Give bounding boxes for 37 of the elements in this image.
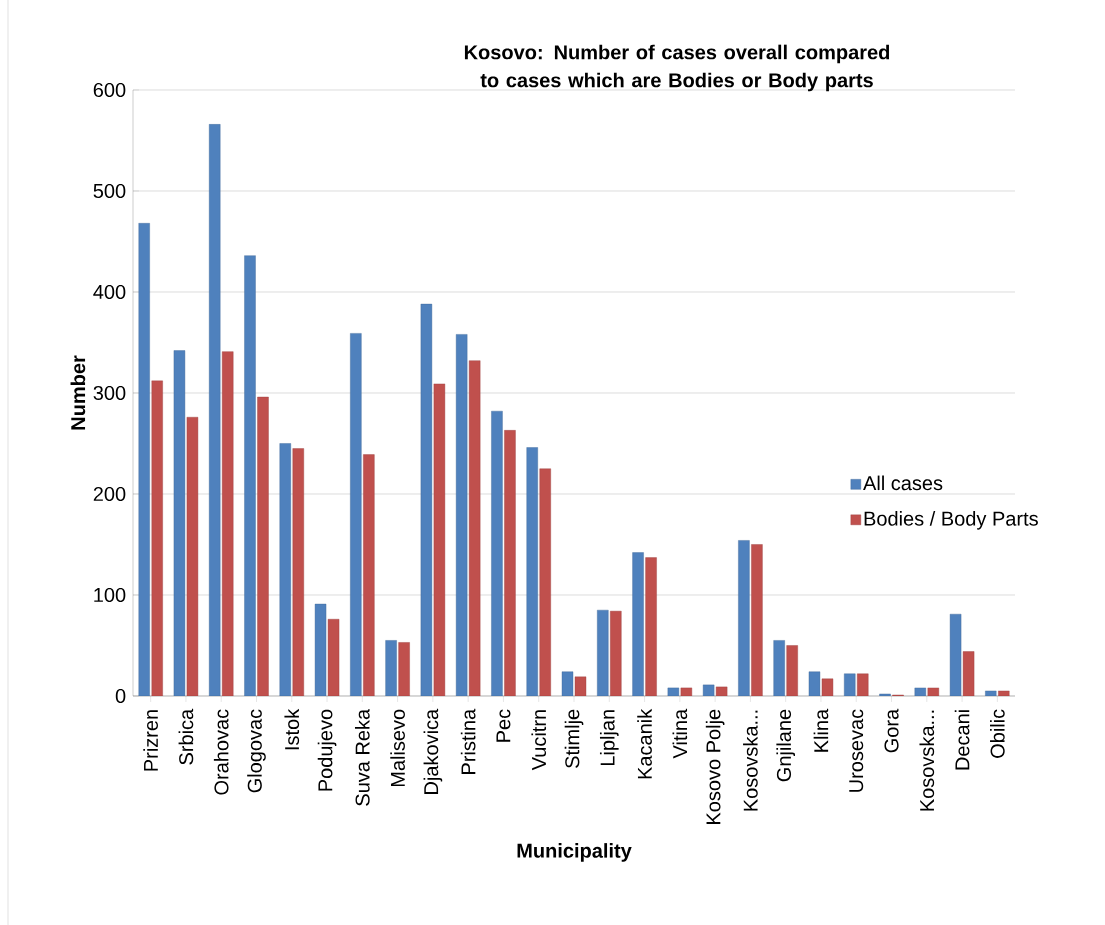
y-tick-label: 200 bbox=[93, 486, 126, 502]
x-tick-label: Kosovska... bbox=[919, 710, 935, 811]
x-tick-label: Decani bbox=[954, 710, 970, 770]
y-tick-label: 300 bbox=[93, 385, 126, 401]
legend-label: Bodies / Body Parts bbox=[864, 511, 1038, 530]
x-tick-label: Vitina bbox=[672, 708, 688, 759]
x-tick-label: Obilic bbox=[990, 709, 1005, 758]
x-tick-label: Gnjilane bbox=[776, 709, 796, 782]
x-axis-title: Municipality bbox=[517, 843, 632, 862]
chart-title: Kosovo: Number of cases overall compared to cases which are Bodies or Body parts bbox=[464, 44, 890, 92]
legend-label: All cases bbox=[863, 475, 943, 491]
x-tick-label: Pristina bbox=[460, 708, 476, 774]
y-tick-label: 600 bbox=[93, 82, 126, 98]
x-tick-label: Kacanik bbox=[637, 708, 652, 779]
x-tick-label: Suva Reka bbox=[354, 708, 370, 806]
x-tick-label: Klina bbox=[813, 708, 829, 752]
x-tick-label: Srbica bbox=[178, 708, 194, 765]
x-tick-label: Lipljan bbox=[599, 710, 619, 766]
x-tick-label: Urosevac bbox=[849, 709, 864, 792]
x-tick-label: Stimlje bbox=[564, 709, 584, 768]
y-axis-title: Number bbox=[70, 355, 86, 430]
x-tick-label: Orahovac bbox=[213, 709, 229, 795]
x-tick-label: Vucitrn bbox=[531, 710, 547, 771]
y-tick-label: 400 bbox=[93, 284, 126, 300]
x-tick-label: Istok bbox=[284, 708, 300, 750]
y-tick-label: 100 bbox=[94, 587, 126, 603]
x-tick-label: Gora bbox=[884, 708, 899, 753]
y-tick-label: 0 bbox=[115, 688, 126, 704]
x-tick-label: Djakovica bbox=[423, 708, 443, 794]
x-tick-label: Pec bbox=[496, 709, 511, 742]
x-tick-label: Kosovska... bbox=[743, 710, 758, 811]
x-tick-label: Kosovo Polje bbox=[705, 709, 725, 824]
x-tick-label: Podujevo bbox=[317, 709, 337, 791]
x-tick-label: Glogovac bbox=[247, 709, 266, 793]
x-tick-label: Prizren bbox=[143, 710, 158, 771]
x-tick-label: Malisevo bbox=[390, 709, 405, 787]
y-tick-label: 500 bbox=[93, 183, 126, 199]
